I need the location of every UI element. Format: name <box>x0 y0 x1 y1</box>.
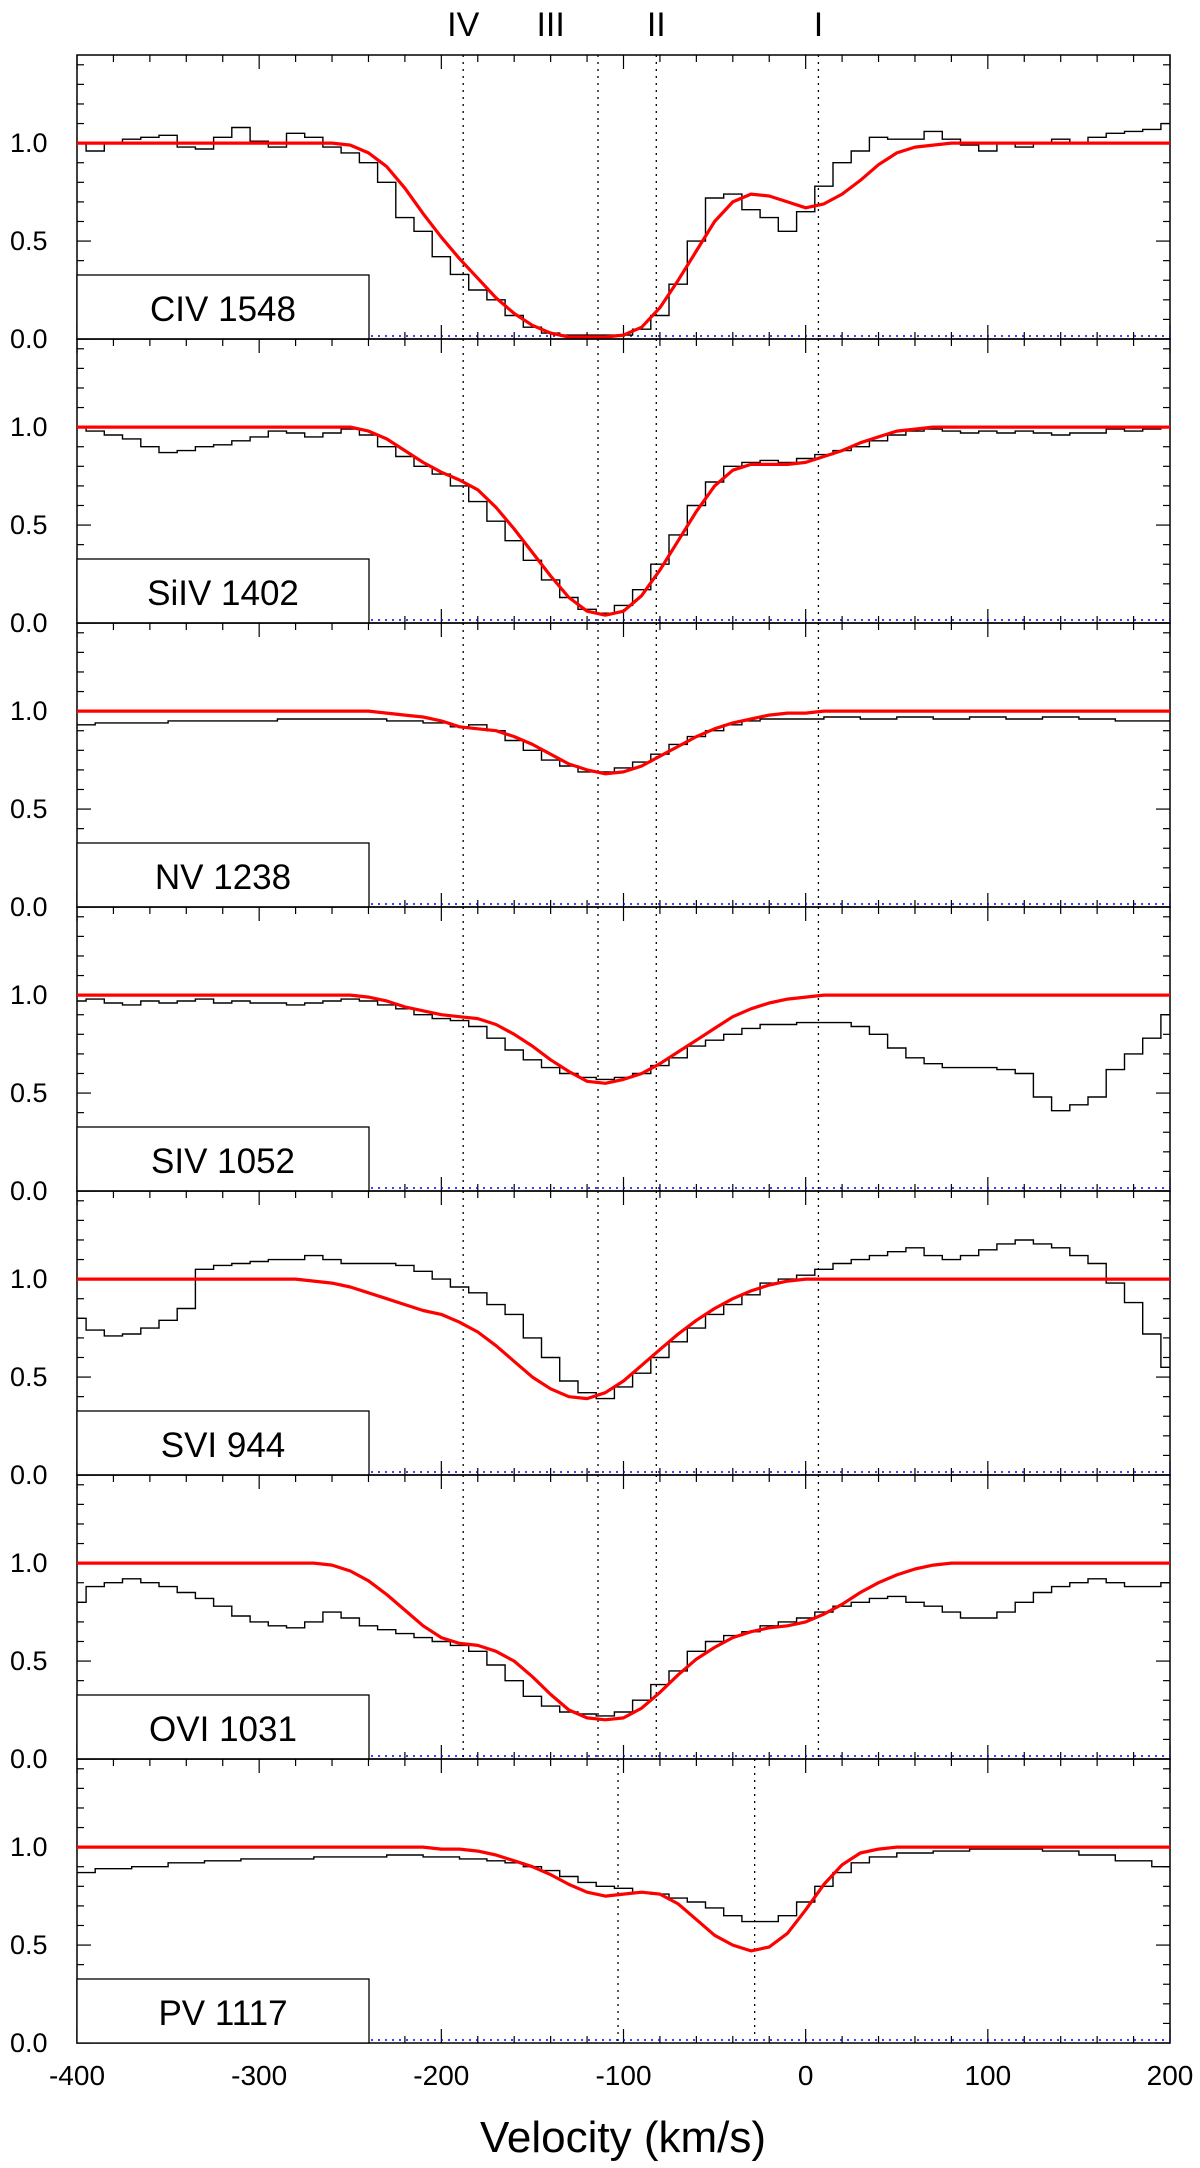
ion-label: SIV 1052 <box>151 1142 295 1181</box>
panel-siv-1052: 0.0 0.5 1.0 SIV 1052 <box>10 906 1171 1206</box>
y-tick-label: 0.5 <box>10 1646 48 1676</box>
x-tick-label: -100 <box>595 2060 651 2091</box>
y-tick-label: 1.0 <box>10 1548 48 1578</box>
ion-label-box <box>76 1126 370 1192</box>
panel-siiv-1402: 0.0 0.5 1.0 SiIV 1402 <box>10 338 1171 638</box>
component-label-iii: III <box>536 6 564 44</box>
x-tick-label: -400 <box>49 2060 105 2091</box>
panel-nv-1238: 0.0 0.5 1.0 NV 1238 <box>10 622 1171 922</box>
data-histogram <box>77 716 1170 773</box>
data-histogram <box>77 1578 1170 1717</box>
x-tick-labels: -400 -300 -200 -100 0 100 200 <box>49 2060 1193 2091</box>
ion-label: PV 1117 <box>158 1994 287 2033</box>
ion-label: NV 1238 <box>155 858 291 897</box>
ion-label-box <box>76 1410 370 1476</box>
ion-label-box <box>76 274 370 340</box>
component-label-i: I <box>814 6 823 44</box>
y-tick-label: 0.0 <box>10 1176 48 1206</box>
x-tick-label: -200 <box>413 2060 469 2091</box>
model-fit-line <box>77 425 1170 617</box>
model-fit-line <box>77 1561 1170 1722</box>
model-fit-line <box>77 141 1170 339</box>
model-fit-line <box>77 709 1170 776</box>
y-tick-label: 0.5 <box>10 1078 48 1108</box>
model-fit-line <box>77 993 1170 1085</box>
y-tick-label: 1.0 <box>10 1832 48 1862</box>
panel-ovi-1031: 0.0 0.5 1.0 OVI 1031 <box>10 1474 1171 1774</box>
ion-label: SVI 944 <box>161 1426 286 1465</box>
data-histogram <box>77 1239 1170 1400</box>
y-tick-label: 0.5 <box>10 510 48 540</box>
y-tick-label: 0.0 <box>10 608 48 638</box>
y-tick-label: 0.0 <box>10 324 48 354</box>
model-fit-line <box>77 1277 1170 1401</box>
y-tick-label: 0.5 <box>10 226 48 256</box>
y-tick-label: 1.0 <box>10 1264 48 1294</box>
y-tick-label: 0.5 <box>10 1362 48 1392</box>
panel-svi-944: 0.0 0.5 1.0 SVI 944 <box>10 1190 1171 1490</box>
data-histogram <box>77 1848 1170 1923</box>
x-tick-label: 0 <box>798 2060 814 2091</box>
y-tick-label: 0.0 <box>10 1744 48 1774</box>
y-tick-label: 1.0 <box>10 412 48 442</box>
model-fit-line <box>77 1845 1170 1953</box>
x-axis-label: Velocity (km/s) <box>480 2113 766 2162</box>
component-label-ii: II <box>647 6 666 44</box>
y-tick-label: 1.0 <box>10 128 48 158</box>
data-histogram <box>77 998 1170 1112</box>
y-tick-label: 0.5 <box>10 794 48 824</box>
x-tick-label: 100 <box>964 2060 1011 2091</box>
y-tick-label: 0.0 <box>10 1460 48 1490</box>
x-tick-label: -300 <box>231 2060 287 2091</box>
y-tick-label: 1.0 <box>10 980 48 1010</box>
ion-label: CIV 1548 <box>150 290 296 329</box>
ion-label: SiIV 1402 <box>147 574 299 613</box>
y-tick-label: 1.0 <box>10 696 48 726</box>
component-label-iv: IV <box>447 6 479 44</box>
ion-label-box <box>76 1978 370 2044</box>
x-tick-label: 200 <box>1147 2060 1194 2091</box>
panel-civ-1548: 0.0 0.5 1.0 CIV 1548 <box>10 54 1171 354</box>
y-tick-label: 0.0 <box>10 892 48 922</box>
y-tick-label: 0.0 <box>10 2028 48 2058</box>
y-tick-label: 0.5 <box>10 1930 48 1960</box>
data-histogram <box>77 426 1170 614</box>
panel-pv-1117: 0.0 0.5 1.0 PV 1117 <box>10 1758 1171 2058</box>
ion-label-box <box>76 558 370 624</box>
ion-label: OVI 1031 <box>149 1710 297 1749</box>
component-labels: IV III II I <box>447 6 823 44</box>
